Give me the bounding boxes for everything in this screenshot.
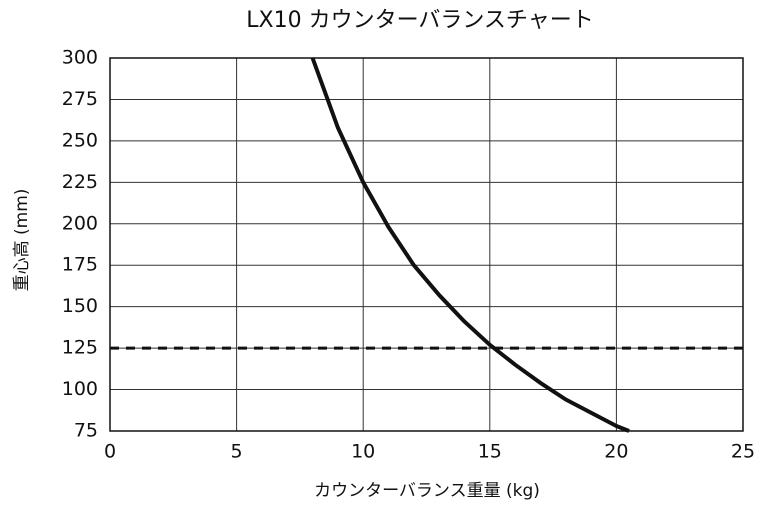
y-tick-label: 300 [62,47,98,69]
y-tick-label: 250 [62,129,98,151]
x-tick-label: 15 [478,441,502,463]
plot-frame [109,57,744,432]
y-tick-label: 200 [62,212,98,234]
y-tick-label: 225 [62,171,98,193]
y-tick-label: 75 [74,420,98,442]
y-axis-label: 重心高 (mm) [12,189,32,292]
x-tick-label: 10 [351,441,375,463]
y-tick-label: 125 [62,337,98,359]
x-tick-label: 5 [231,441,243,463]
data-line [310,57,630,433]
x-axis-label: カウンターバランス重量 (kg) [314,481,540,501]
x-tick-label: 25 [731,441,755,463]
x-tick-label: 20 [604,441,628,463]
chart-title: LX10 カウンターバランスチャート [246,8,593,33]
y-tick-label: 100 [62,378,98,400]
y-tick-label: 150 [62,295,98,317]
x-tick-label: 0 [104,441,116,463]
y-tick-label: 275 [62,88,98,110]
y-tick-label: 175 [62,254,98,276]
